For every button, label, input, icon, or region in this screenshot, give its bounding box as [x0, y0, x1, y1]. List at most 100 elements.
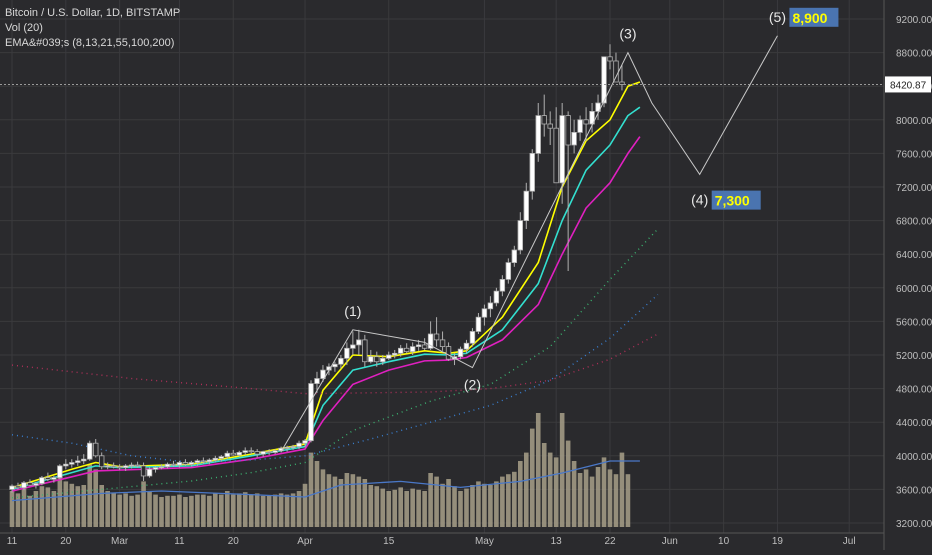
y-tick-label: 7600.00	[896, 149, 932, 160]
volume-bar	[81, 485, 87, 527]
candle-body	[380, 357, 386, 363]
candle-body	[445, 346, 452, 360]
candle-body	[15, 485, 21, 489]
volume-bar	[362, 479, 368, 527]
candle-body	[511, 249, 518, 264]
volume-bar	[248, 494, 254, 527]
volume-bar	[111, 493, 116, 527]
volume-bar	[541, 443, 547, 527]
candle-body	[45, 477, 51, 480]
candle-body	[541, 115, 547, 125]
candle-body	[565, 115, 571, 146]
volume-bar	[278, 493, 284, 527]
chart-legend: Bitcoin / U.S. Dollar, 1D, BITSTAMP Vol …	[5, 6, 180, 51]
volume-bar	[589, 476, 595, 527]
volume-bar	[601, 457, 607, 527]
candle-body	[302, 440, 308, 444]
symbol-title[interactable]: Bitcoin / U.S. Dollar, 1D, BITSTAMP	[5, 7, 181, 19]
candle-body	[152, 467, 159, 470]
candle-body	[170, 463, 177, 466]
candle-body	[499, 278, 506, 292]
volume-bar	[69, 483, 75, 527]
ema-21-line	[11, 136, 641, 492]
elliott-wave-lines: (1) (2) (3) (4) 7,300 (5) 8,900	[280, 7, 839, 452]
x-tick-label: Jul	[843, 536, 856, 547]
volume-bar	[488, 485, 493, 527]
candle-body	[320, 369, 326, 379]
y-tick-label: 8000.00	[896, 116, 932, 127]
volume-bar	[254, 493, 260, 527]
volume-bar	[171, 495, 176, 527]
candle-body	[260, 451, 266, 455]
candle-body	[57, 465, 63, 479]
candle-body	[601, 56, 607, 104]
volume-bar	[434, 476, 439, 527]
candle-body	[433, 333, 440, 341]
volume-bar	[416, 489, 421, 527]
volume-bar	[183, 497, 188, 527]
candle-body	[517, 220, 523, 251]
volume-bar	[535, 413, 541, 527]
candle-body	[248, 450, 254, 453]
candle-body	[290, 446, 296, 448]
candle-body	[577, 119, 583, 133]
volume-bar	[230, 494, 236, 527]
volume-ma-line	[11, 460, 640, 502]
y-tick-label: 4400.00	[896, 418, 932, 429]
candle-body	[176, 462, 183, 466]
candle-body	[104, 465, 111, 468]
volume-bar	[105, 491, 110, 527]
volume-bar	[565, 440, 571, 527]
candle-body	[368, 356, 374, 363]
y-tick-label: 3600.00	[896, 485, 932, 496]
wave-target-box	[711, 190, 761, 210]
volume-bar	[260, 495, 266, 527]
volume-indicator-label[interactable]: Vol (20)	[5, 22, 43, 34]
candle-body	[230, 452, 236, 456]
time-axis: 11 20 Mar 11 20 Apr 15 May 13 22 Jun 10 19 Jul	[0, 532, 884, 547]
wave-target-box	[789, 7, 839, 27]
candle-body	[505, 262, 512, 280]
volume-bar	[165, 495, 170, 527]
volume-bar	[452, 486, 457, 527]
volume-bar	[272, 494, 278, 527]
volume-bar	[440, 483, 445, 527]
volume-bar	[21, 488, 27, 527]
volume-bar	[9, 491, 15, 527]
volume-bar	[93, 469, 99, 527]
volume-bar	[314, 461, 320, 527]
volume-bar	[117, 494, 122, 527]
x-tick-label: 11	[174, 536, 185, 547]
volume-ma-line	[11, 460, 640, 502]
volume-bar	[51, 491, 57, 527]
x-tick-label: 15	[383, 536, 395, 547]
volume-bar	[380, 488, 386, 527]
candle-body	[63, 463, 69, 467]
candle-body	[242, 450, 248, 453]
candle-body	[75, 460, 81, 463]
candle-body	[116, 466, 123, 469]
candle-body	[332, 363, 338, 368]
ema-indicator-label[interactable]: EMA&#039;s (8,13,21,55,100,200)	[5, 37, 175, 49]
candle-body	[140, 465, 147, 477]
volume-bar	[422, 491, 427, 527]
candle-body	[415, 344, 422, 348]
candle-body	[338, 357, 344, 365]
candle-body	[81, 458, 87, 462]
volume-bar	[470, 485, 475, 527]
y-tick-label: 6400.00	[896, 250, 932, 261]
volume-bar	[553, 457, 559, 527]
candle-body	[475, 316, 482, 332]
volume-bar	[559, 413, 565, 527]
volume-bar	[607, 469, 613, 527]
volume-bar	[476, 481, 481, 527]
volume-bar	[75, 486, 81, 527]
volume-bar	[213, 493, 218, 527]
candle-body	[110, 465, 117, 468]
wave-label: (1)	[344, 303, 361, 319]
y-tick-label: 4000.00	[896, 452, 932, 463]
volume-bar	[350, 474, 356, 527]
volume-bar	[332, 476, 338, 527]
